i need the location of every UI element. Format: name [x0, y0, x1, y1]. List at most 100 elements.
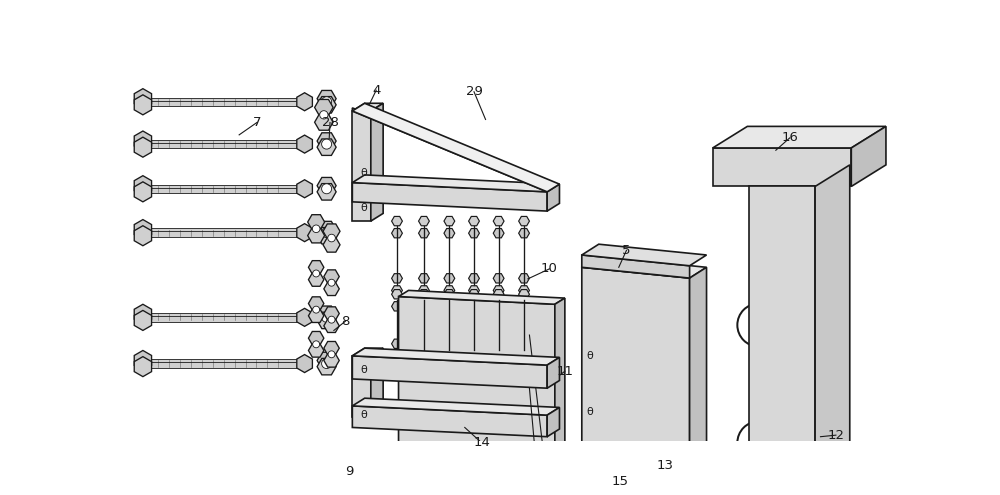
- Polygon shape: [555, 298, 565, 495]
- Text: θ: θ: [586, 407, 593, 417]
- Polygon shape: [392, 301, 402, 311]
- Polygon shape: [317, 91, 336, 107]
- Circle shape: [737, 421, 780, 464]
- Circle shape: [433, 349, 461, 377]
- Polygon shape: [323, 238, 340, 252]
- Polygon shape: [419, 216, 429, 226]
- Polygon shape: [317, 184, 336, 200]
- Polygon shape: [493, 351, 504, 360]
- Polygon shape: [352, 103, 383, 111]
- Polygon shape: [317, 352, 336, 369]
- Polygon shape: [392, 290, 402, 299]
- Polygon shape: [419, 229, 429, 238]
- Polygon shape: [324, 342, 339, 355]
- Polygon shape: [469, 216, 479, 226]
- Circle shape: [433, 407, 461, 435]
- Polygon shape: [444, 229, 455, 238]
- Polygon shape: [519, 339, 529, 348]
- Polygon shape: [143, 188, 305, 193]
- Polygon shape: [519, 229, 529, 238]
- Polygon shape: [392, 286, 402, 295]
- Text: θ: θ: [586, 351, 593, 361]
- Circle shape: [476, 365, 503, 393]
- Polygon shape: [143, 362, 305, 368]
- Polygon shape: [444, 351, 455, 360]
- Circle shape: [794, 162, 808, 176]
- Text: 4: 4: [372, 84, 380, 97]
- Polygon shape: [815, 165, 850, 495]
- Polygon shape: [352, 183, 547, 211]
- Polygon shape: [134, 310, 152, 331]
- Circle shape: [384, 360, 395, 370]
- Polygon shape: [444, 290, 455, 299]
- Polygon shape: [392, 351, 402, 360]
- Polygon shape: [469, 286, 479, 295]
- Circle shape: [499, 360, 510, 370]
- Circle shape: [633, 417, 656, 441]
- Circle shape: [328, 351, 335, 358]
- Circle shape: [476, 423, 503, 450]
- Polygon shape: [493, 286, 504, 295]
- Polygon shape: [469, 290, 479, 299]
- Circle shape: [322, 228, 332, 238]
- Polygon shape: [324, 354, 339, 367]
- Polygon shape: [308, 297, 324, 310]
- Polygon shape: [317, 306, 336, 323]
- Polygon shape: [519, 351, 529, 360]
- Polygon shape: [315, 99, 333, 115]
- Polygon shape: [297, 224, 312, 242]
- Polygon shape: [352, 356, 547, 388]
- Polygon shape: [134, 176, 152, 196]
- Polygon shape: [547, 357, 559, 388]
- Polygon shape: [352, 398, 559, 415]
- Text: θ: θ: [361, 203, 367, 213]
- Polygon shape: [317, 228, 336, 244]
- Polygon shape: [493, 290, 504, 299]
- Polygon shape: [324, 282, 339, 296]
- Polygon shape: [308, 261, 324, 274]
- Polygon shape: [134, 350, 152, 370]
- Polygon shape: [352, 406, 547, 437]
- Circle shape: [313, 270, 320, 277]
- Polygon shape: [352, 348, 383, 356]
- Polygon shape: [713, 126, 886, 148]
- Polygon shape: [493, 229, 504, 238]
- Polygon shape: [493, 301, 504, 311]
- Circle shape: [457, 360, 468, 370]
- Polygon shape: [582, 256, 707, 278]
- Polygon shape: [134, 182, 152, 202]
- Polygon shape: [469, 229, 479, 238]
- Circle shape: [419, 188, 429, 199]
- Polygon shape: [308, 273, 324, 286]
- Polygon shape: [419, 290, 429, 299]
- Circle shape: [419, 360, 429, 370]
- Polygon shape: [308, 215, 325, 229]
- Polygon shape: [352, 108, 547, 192]
- Polygon shape: [308, 332, 324, 345]
- Text: θ: θ: [361, 410, 367, 420]
- Polygon shape: [749, 187, 815, 495]
- Polygon shape: [444, 274, 455, 283]
- Polygon shape: [134, 131, 152, 151]
- Circle shape: [328, 279, 335, 286]
- Polygon shape: [317, 177, 336, 194]
- Circle shape: [313, 306, 320, 313]
- Text: 28: 28: [322, 116, 338, 129]
- Text: 5: 5: [622, 244, 631, 257]
- Polygon shape: [297, 93, 312, 111]
- Text: 15: 15: [612, 475, 629, 488]
- Circle shape: [322, 97, 332, 107]
- Polygon shape: [419, 286, 429, 295]
- Polygon shape: [444, 286, 455, 295]
- Polygon shape: [519, 301, 529, 311]
- Polygon shape: [419, 301, 429, 311]
- Circle shape: [785, 421, 828, 464]
- Polygon shape: [519, 286, 529, 295]
- Polygon shape: [519, 216, 529, 226]
- Polygon shape: [469, 339, 479, 348]
- Polygon shape: [392, 274, 402, 283]
- Circle shape: [595, 406, 618, 429]
- Polygon shape: [392, 339, 402, 348]
- Polygon shape: [547, 407, 559, 437]
- Polygon shape: [297, 135, 312, 153]
